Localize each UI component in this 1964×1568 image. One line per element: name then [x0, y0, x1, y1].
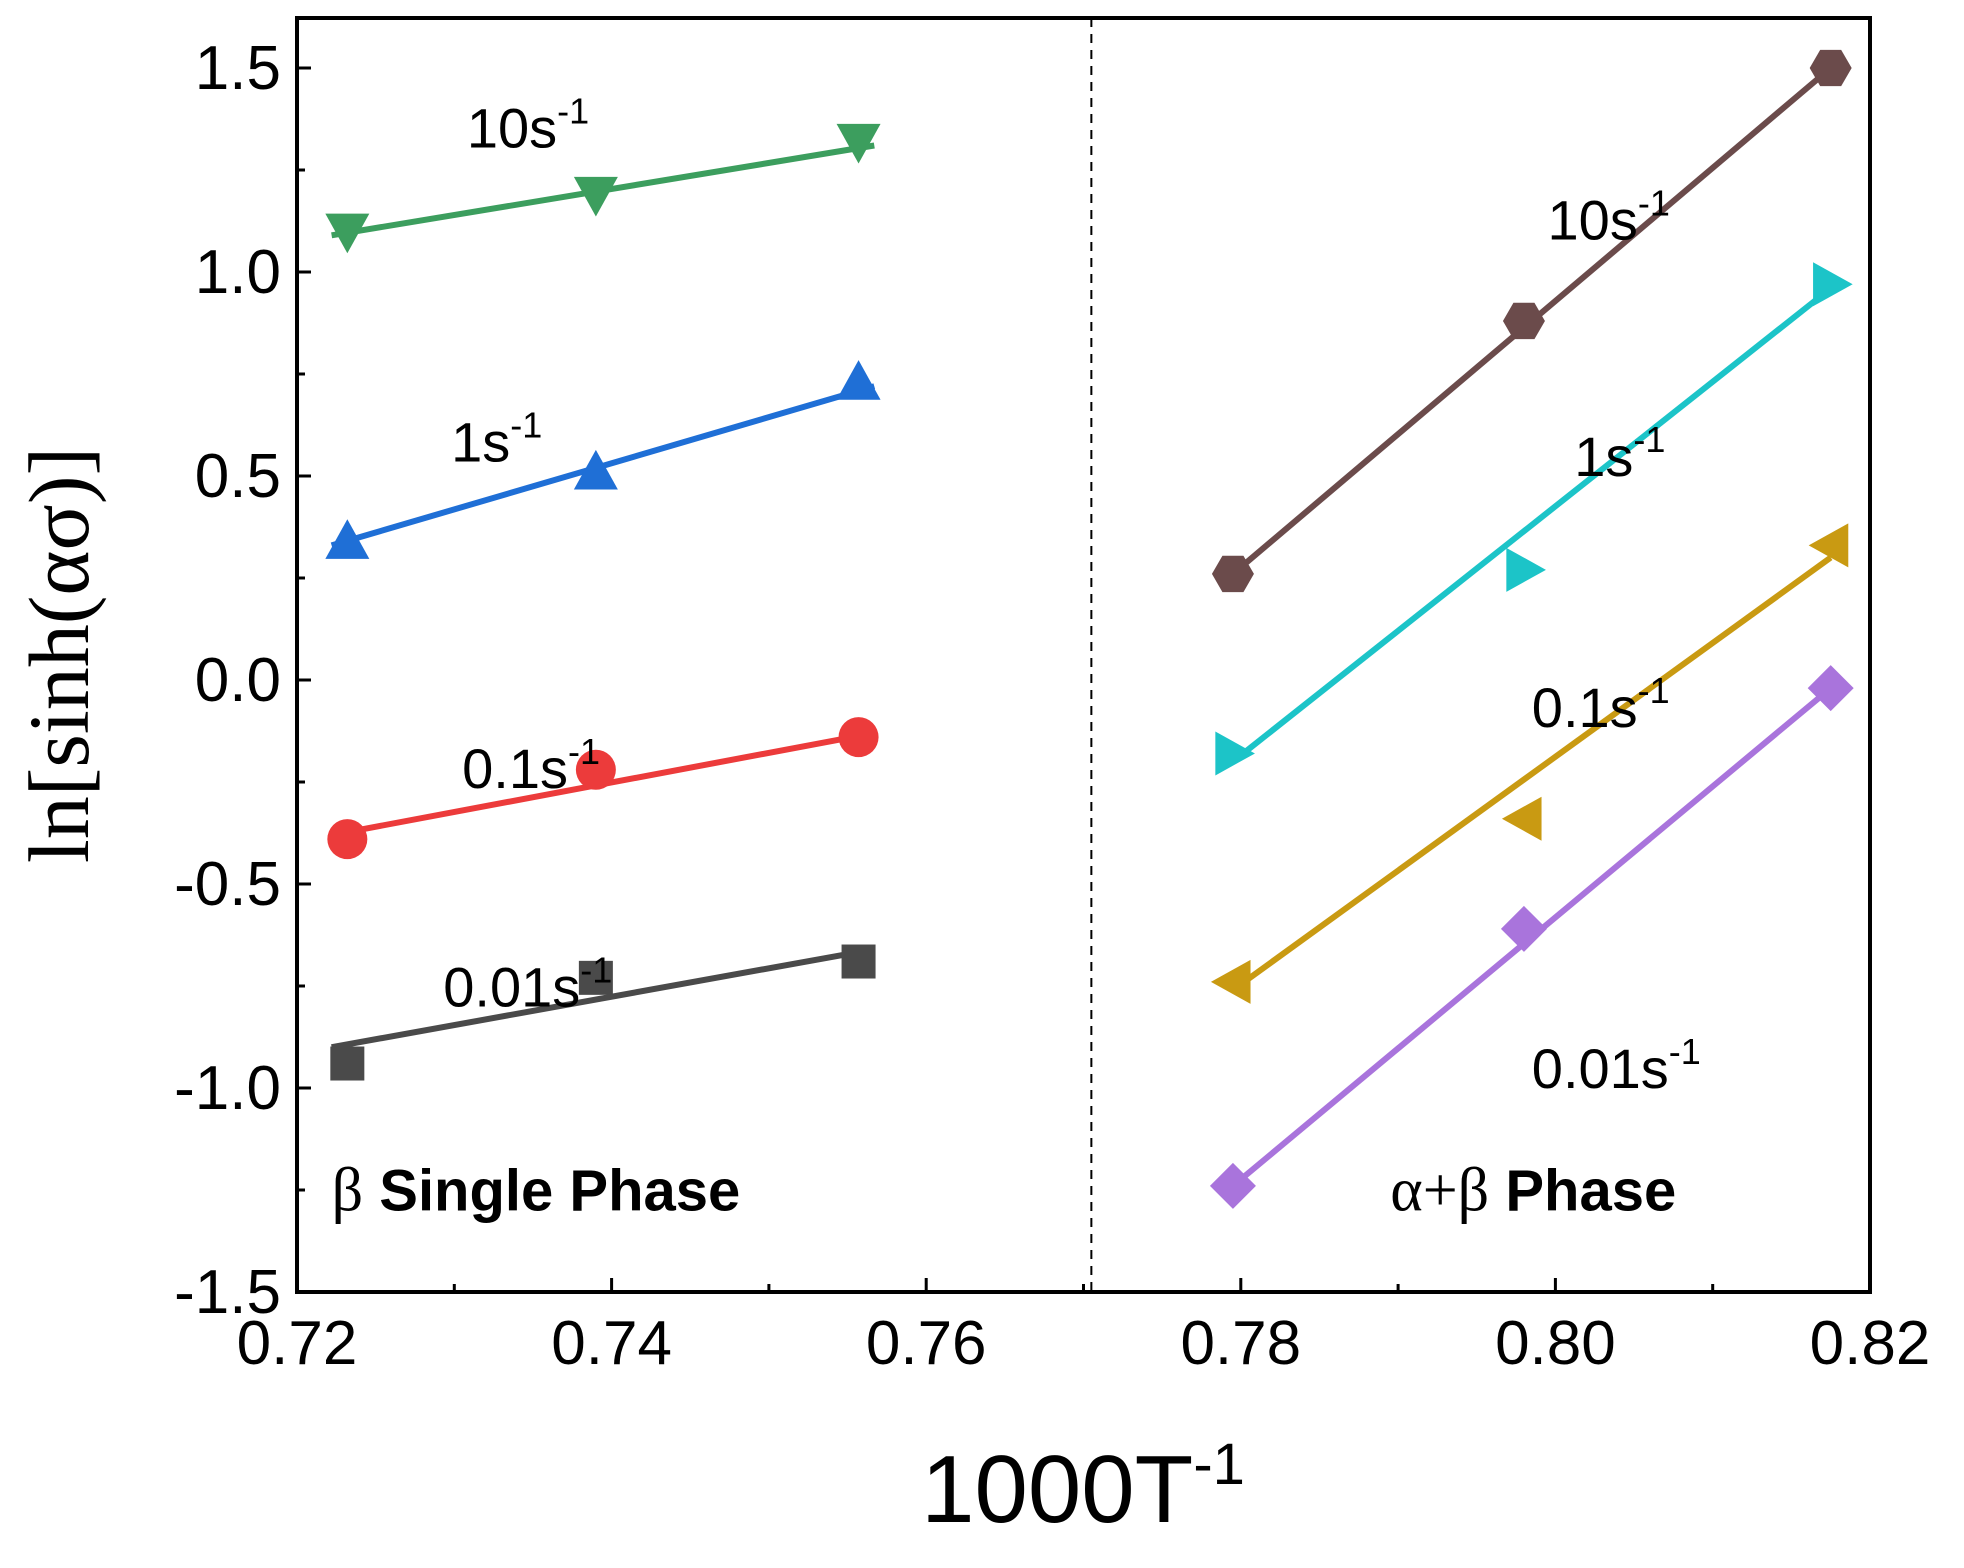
data-point-triangle-right: [1506, 547, 1546, 592]
rate-annotation: 1s-1: [1574, 419, 1665, 488]
data-point-square: [841, 944, 876, 979]
data-point-hexagon: [1211, 555, 1254, 593]
x-tick-label: 0.82: [1810, 1309, 1931, 1378]
phase-label-greek: β: [332, 1156, 364, 1224]
y-axis-title: ln[sinh(ασ)]: [11, 447, 107, 863]
data-point-triangle-down: [836, 123, 881, 164]
x-tick-label: 0.78: [1180, 1309, 1301, 1378]
data-point-triangle-left: [1210, 959, 1251, 1004]
rate-annotation: 0.1s-1: [1532, 670, 1670, 739]
rate-annotation-text: 0.1s: [1532, 676, 1638, 739]
data-point-square: [330, 1046, 365, 1081]
y-tick-label: -1.5: [174, 1258, 281, 1327]
y-tick-label: -1.0: [174, 1054, 281, 1123]
rate-annotation-sup: -1: [1638, 182, 1670, 223]
rate-annotation: 1s-1: [451, 405, 542, 474]
data-point-square: [578, 960, 613, 995]
data-point-triangle-right: [1813, 262, 1853, 307]
x-tick-label: 0.74: [551, 1309, 672, 1378]
rate-annotation: 10s-1: [1548, 182, 1670, 251]
data-point-triangle-up: [325, 519, 370, 559]
data-point-circle: [327, 819, 368, 860]
rate-annotation: 0.01s-1: [443, 949, 612, 1018]
axes-frame-group: [295, 16, 1872, 1294]
rate-annotation-sup: -1: [1633, 419, 1665, 460]
phase-label: β Single Phase: [332, 1156, 741, 1224]
x-tick-label: 0.80: [1495, 1309, 1616, 1378]
phase-label: α+β Phase: [1390, 1156, 1676, 1224]
rate-annotation-text: 1s: [451, 411, 510, 474]
x-tick-label: 0.76: [866, 1309, 987, 1378]
rate-annotation-text: 0.1s: [462, 737, 568, 800]
y-tick-label: 0.5: [195, 442, 281, 511]
x-tick-label: 0.72: [237, 1309, 358, 1378]
data-point-circle: [575, 749, 616, 790]
y-tick-label: 1.5: [195, 34, 281, 103]
data-point-triangle-left: [1501, 796, 1542, 841]
data-point-diamond: [1807, 665, 1854, 712]
data-point-triangle-up: [836, 360, 881, 400]
y-tick-label: -0.5: [174, 850, 281, 919]
data-point-diamond: [1209, 1162, 1256, 1209]
data-point-triangle-up: [573, 449, 618, 490]
labels-group: 0.72 0.74 0.76 0.78 0.80 0.82 1.5 1.0 0.5 0.0 -0.5…: [11, 34, 1930, 1543]
data-point-hexagon: [1502, 302, 1545, 340]
y-tick-label: 1.0: [195, 238, 281, 307]
rate-annotation-sup: -1: [580, 949, 612, 990]
data-point-hexagon: [1809, 49, 1852, 87]
data-point-diamond: [1500, 905, 1547, 952]
phase-label-greek: α+β: [1390, 1156, 1489, 1224]
y-tick-label: 0.0: [195, 646, 281, 715]
fit-line: [1231, 285, 1833, 764]
markers-group: [325, 49, 1854, 1209]
phase-label-text: Phase: [1489, 1158, 1676, 1223]
data-point-circle: [838, 717, 879, 758]
rate-annotation-text: 1s: [1574, 425, 1633, 488]
fit-line: [1231, 555, 1833, 993]
data-point-triangle-down: [573, 176, 618, 217]
data-point-triangle-down: [325, 213, 370, 254]
rate-annotation: 0.1s-1: [462, 731, 600, 800]
rate-annotation-sup: -1: [1638, 670, 1670, 711]
phase-label-text: Single Phase: [363, 1158, 740, 1223]
data-point-triangle-right: [1215, 731, 1255, 776]
rate-annotation-sup: -1: [510, 405, 542, 446]
fit-line: [331, 946, 875, 1051]
x-axis-title: 1000T-1: [921, 1432, 1245, 1543]
rate-annotation: 0.01s-1: [1532, 1031, 1701, 1100]
rate-annotation-sup: -1: [557, 91, 589, 132]
rate-annotation-sup: -1: [1669, 1031, 1701, 1072]
rate-annotation-text: 10s: [467, 97, 557, 160]
rate-annotation: 10s-1: [467, 91, 589, 160]
rate-annotation-text: 10s: [1548, 188, 1638, 251]
rate-annotation-sup: -1: [568, 731, 600, 772]
data-point-triangle-left: [1808, 523, 1849, 568]
x-axis-title-sup: -1: [1193, 1432, 1245, 1497]
rate-annotation-text: 0.01s: [1532, 1037, 1669, 1100]
rate-annotation-text: 0.01s: [443, 955, 580, 1018]
